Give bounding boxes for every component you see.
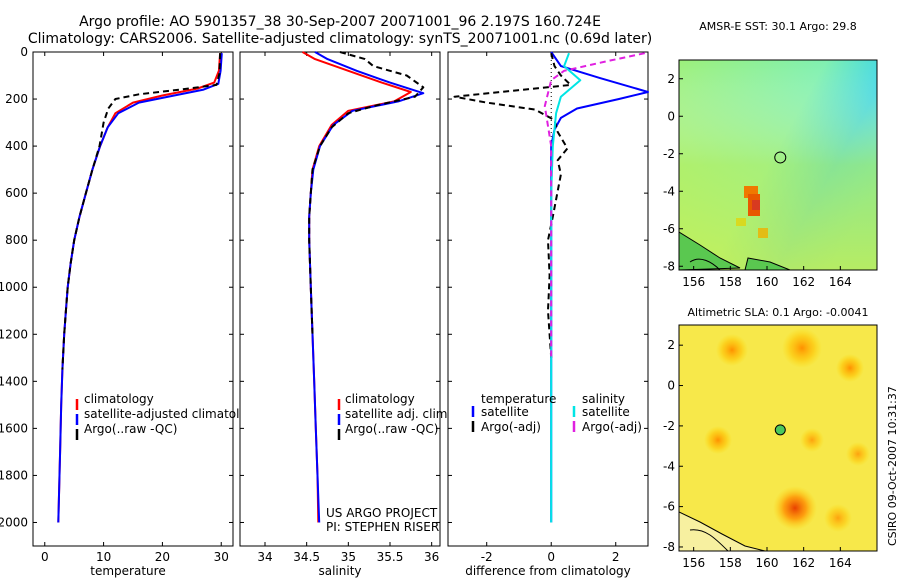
sla-map-argo-marker [774,424,786,436]
difference-axis-ticks: -2 0 2 [448,51,648,564]
map-y-tick-label: 2 [667,338,675,352]
temperature-plot-frame [32,51,234,547]
x-tick-label: 30 [214,550,229,564]
y-tick-label: 1200 [0,327,28,341]
legend-label-temp-satellite: satellite [481,405,529,419]
sst-map-panel: AMSR-E SST: 30.1 Argo: 29.8 156 158 160 162… [663,20,878,289]
timestamp-stamp: CSIRO 09-Oct-2007 10:31:37 [886,386,899,546]
map-y-tick-label: -4 [663,459,675,473]
map-y-tick-label: -8 [663,259,675,273]
x-tick-label: -2 [481,550,493,564]
salinity-profile-panel: 34 34.5 35 35.5 36 salinity climatology sate… [239,51,451,578]
temperature-axis-label: temperature [90,564,165,578]
sla-map-title: Altimetric SLA: 0.1 Argo: -0.0041 [688,306,869,319]
legend-label-satellite: satellite adj. clim. [345,407,451,421]
legend-label-climatology: climatology [84,392,154,406]
sla-map-panel: Altimetric SLA: 0.1 Argo: -0.0041 156 158… [663,306,878,570]
map-y-tick-label: -6 [663,500,675,514]
x-tick-label: 34 [257,550,272,564]
x-tick-label: 34.5 [293,550,320,564]
legend-label-sal-argo: Argo(-adj) [582,420,642,434]
y-tick-label: 0 [20,45,28,59]
series-line-argo-raw-qc [61,53,222,370]
difference-axis-label: difference from climatology [465,564,631,578]
temperature-series [57,53,223,523]
y-tick-label: 200 [5,92,28,106]
map-y-tick-label: 2 [667,72,675,86]
series-line-argo-raw-qc [308,51,425,335]
legend-label-argo: Argo(..raw -QC) [345,422,438,436]
legend-label-climatology: climatology [345,392,415,406]
difference-series [453,51,649,523]
map-y-tick-label: 0 [667,379,675,393]
y-tick-label: 1000 [0,280,28,294]
legend-label-sal-satellite: satellite [582,405,630,419]
map-y-tick-label: -4 [663,184,675,198]
y-tick-label: 800 [5,233,28,247]
x-tick-label: 20 [155,550,170,564]
y-tick-label: 2000 [0,515,28,529]
map-y-tick-label: -8 [663,540,675,554]
pi-annotation: PI: STEPHEN RISER [326,520,439,534]
sst-map-frame [678,59,878,271]
legend-title-salinity: salinity [582,392,625,406]
sst-map-image [679,60,877,270]
map-x-tick-label: 162 [792,556,815,570]
legend-title-temperature: temperature [481,392,556,406]
legend-label-temp-argo: Argo(-adj) [481,420,541,434]
x-tick-label: 10 [96,550,111,564]
temperature-legend: climatology satellite-adjusted climatolo… [75,392,262,440]
map-x-tick-label: 162 [792,275,815,289]
y-tick-label: 1800 [0,468,28,482]
sst-map-ticks: 156 158 160 162 164 2 0 -2 -4 -6 -8 [663,72,852,289]
sst-map-title: AMSR-E SST: 30.1 Argo: 29.8 [699,20,857,33]
series-line-salinity-argo-adj [543,52,646,358]
map-x-tick-label: 158 [719,275,742,289]
map-x-tick-label: 156 [682,275,705,289]
map-y-tick-label: -2 [663,147,675,161]
x-tick-label: 2 [612,550,620,564]
x-tick-label: 36 [424,550,439,564]
y-tick-label: 600 [5,186,28,200]
salinity-axis-ticks: 34 34.5 35 35.5 36 [240,51,440,564]
map-y-tick-label: -6 [663,222,675,236]
project-annotation: US ARGO PROJECT [326,506,438,520]
sla-map-frame [678,324,878,552]
x-tick-label: 0 [41,550,49,564]
temperature-profile-panel: 0 10 20 30 0 200 400 600 800 1000 1200 1400 1600 180… [0,45,262,578]
map-x-tick-label: 158 [719,556,742,570]
map-x-tick-label: 164 [829,556,852,570]
salinity-plot-frame [239,51,441,547]
x-tick-label: 0 [547,550,555,564]
salinity-legend: climatology satellite adj. clim. Argo(..… [337,392,451,440]
salinity-series [302,51,425,523]
map-y-tick-label: 0 [667,109,675,123]
sla-map-ticks: 156 158 160 162 164 2 0 -2 -4 -6 -8 [663,338,852,570]
difference-legend: temperature salinity satellite Argo(-adj… [471,392,642,434]
map-x-tick-label: 156 [682,556,705,570]
map-x-tick-label: 160 [756,556,779,570]
header-title-line2: Climatology: CARS2006. Satellite-adjuste… [28,31,652,47]
header-title-line1: Argo profile: AO 5901357_38 30-Sep-2007 … [79,14,601,30]
sla-map-image [679,325,877,551]
sst-map-argo-marker [774,151,787,164]
depth-axis-ticks: 0 200 400 600 800 1000 1200 1400 1600 1800 2000 [0,45,28,529]
y-tick-label: 1600 [0,421,28,435]
temperature-axis-ticks: 0 10 20 30 [33,51,233,564]
y-tick-label: 1400 [0,374,28,388]
x-tick-label: 35 [341,550,356,564]
series-line-temperature-argo-adj [453,52,572,358]
y-tick-label: 400 [5,139,28,153]
x-tick-label: 35.5 [377,550,404,564]
legend-label-argo: Argo(..raw -QC) [84,422,177,436]
difference-profile-panel: -2 0 2 difference from climatology tempera… [447,51,649,578]
map-x-tick-label: 160 [756,275,779,289]
map-x-tick-label: 164 [829,275,852,289]
salinity-axis-label: salinity [318,564,361,578]
legend-label-satellite: satellite-adjusted climatology [84,407,262,421]
map-y-tick-label: -2 [663,419,675,433]
